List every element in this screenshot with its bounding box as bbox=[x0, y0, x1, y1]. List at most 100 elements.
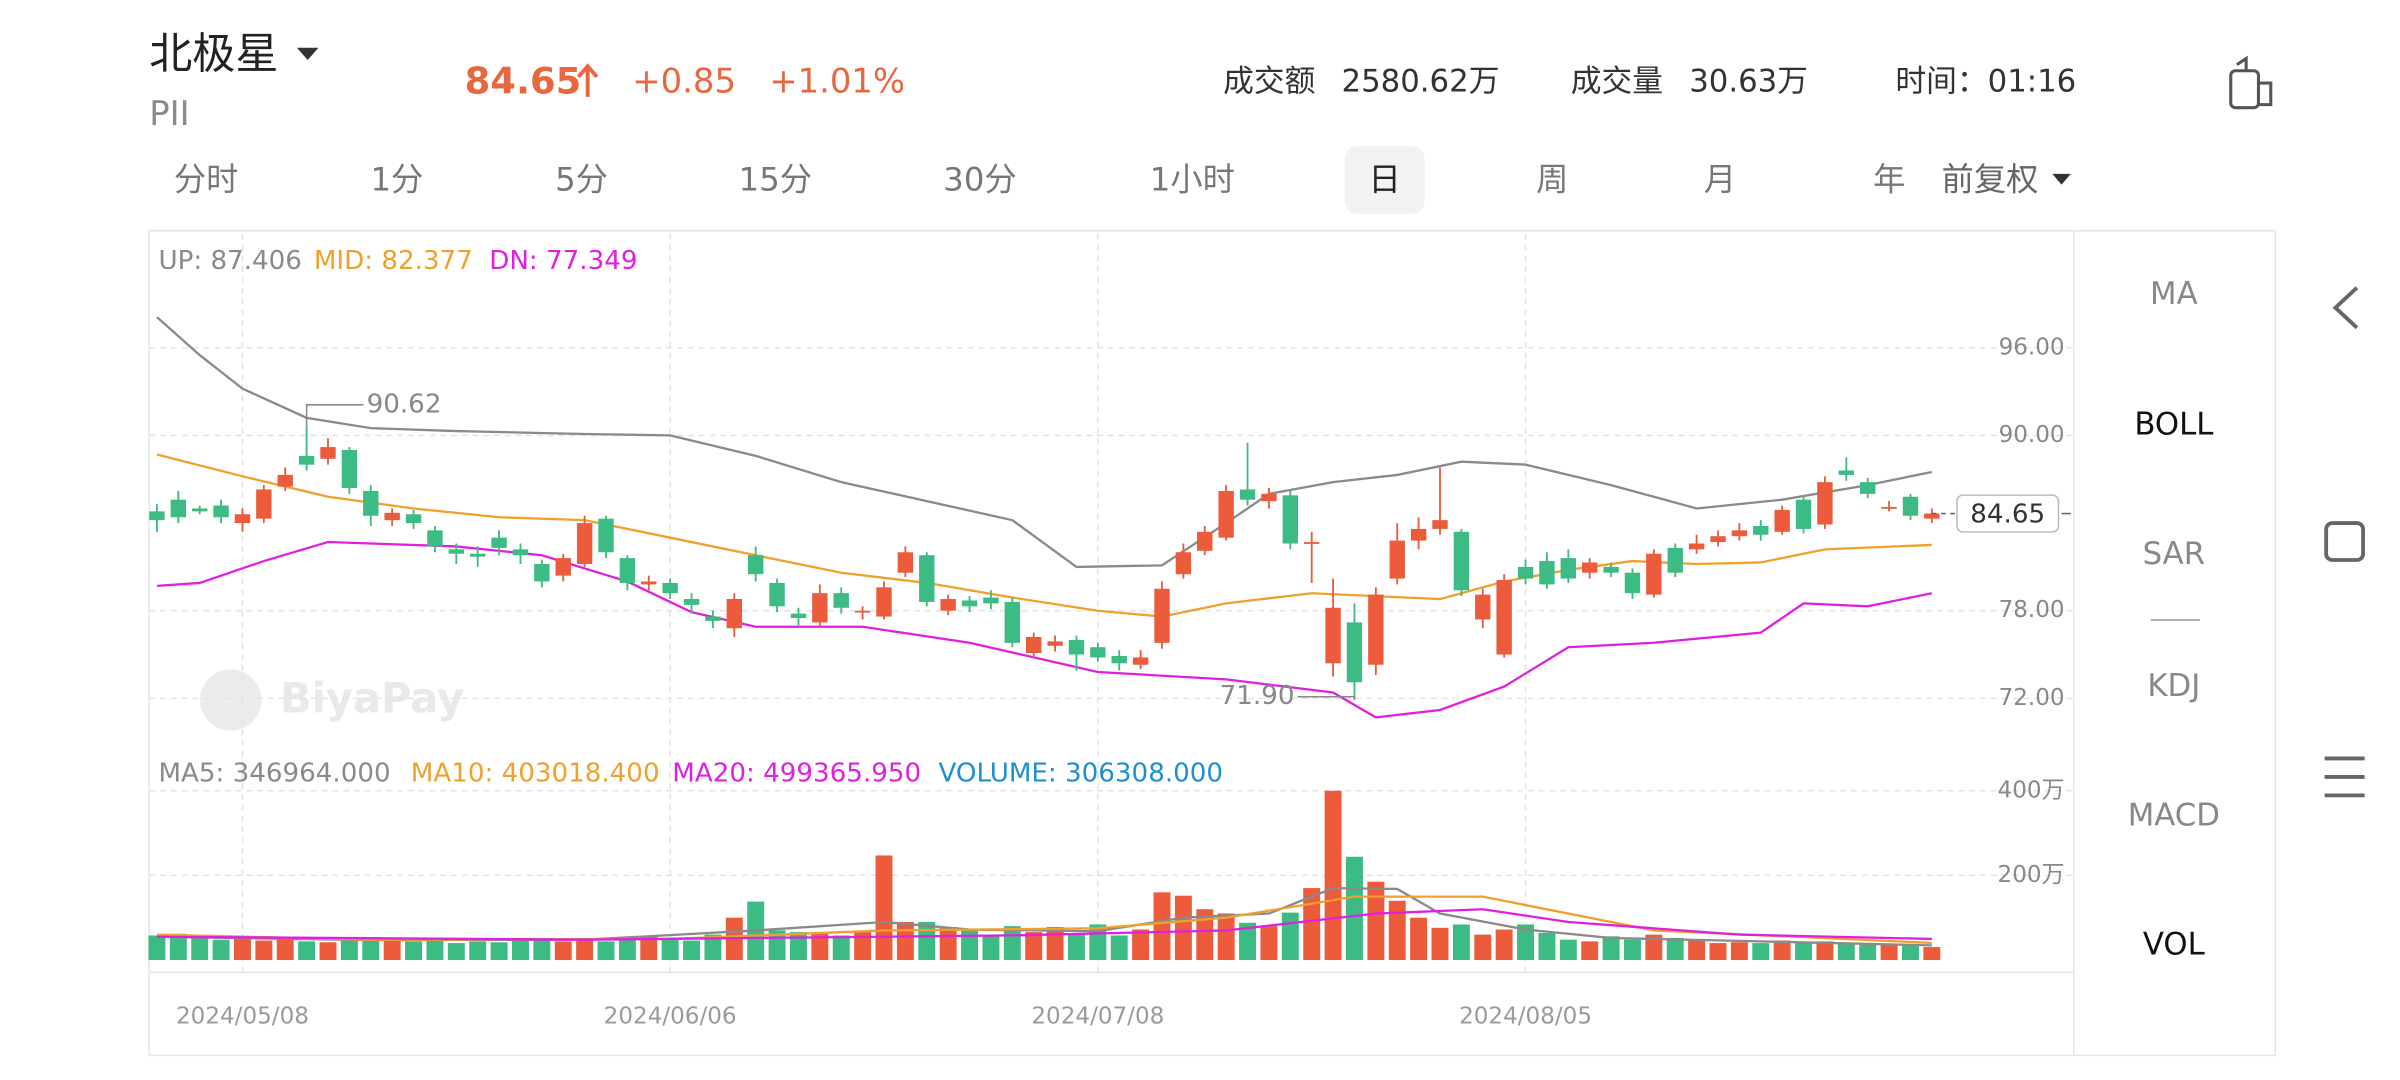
volume-bar bbox=[554, 941, 572, 960]
candle-body bbox=[1753, 525, 1769, 535]
tab[interactable]: 1分 bbox=[370, 161, 423, 199]
volume-bar bbox=[1025, 932, 1043, 960]
volume-bar bbox=[319, 942, 337, 960]
tab[interactable]: 年 bbox=[1873, 161, 1905, 199]
adjust-selector[interactable]: 前复权 bbox=[1942, 161, 2039, 199]
candle-body bbox=[1432, 520, 1448, 529]
candle-body bbox=[919, 555, 935, 602]
candle-body bbox=[619, 558, 636, 583]
back-button[interactable] bbox=[2332, 286, 2359, 330]
volume-bar bbox=[1068, 933, 1085, 960]
volume-bar bbox=[1132, 929, 1150, 960]
watermark: BiyaPay bbox=[280, 674, 464, 723]
candle-body bbox=[149, 511, 165, 521]
volume-bar bbox=[1303, 888, 1321, 960]
volume-bar bbox=[1281, 912, 1299, 960]
tab[interactable]: 月 bbox=[1704, 161, 1736, 199]
last-price-label: 84.65 bbox=[1970, 500, 2045, 530]
candle-body bbox=[1710, 536, 1726, 543]
volume-bar bbox=[148, 935, 166, 960]
volume-bar bbox=[939, 927, 957, 960]
candle-body bbox=[876, 587, 892, 617]
x-tick-label: 2024/08/05 bbox=[1459, 1003, 1592, 1029]
volume-bar bbox=[1110, 935, 1128, 960]
volume-bar bbox=[1452, 924, 1470, 960]
tab[interactable]: 15分 bbox=[739, 161, 812, 199]
volume-bar bbox=[383, 940, 401, 960]
stock-name[interactable]: 北极星 bbox=[149, 29, 278, 79]
volume-bar bbox=[340, 939, 358, 960]
candle-body bbox=[1304, 542, 1320, 544]
indicator-menu-item[interactable]: MACD bbox=[2128, 797, 2220, 833]
candle-body bbox=[897, 552, 914, 573]
menu-button[interactable] bbox=[2324, 756, 2365, 798]
candle-body bbox=[384, 512, 400, 521]
ma-line bbox=[156, 908, 1932, 941]
volume-bar bbox=[597, 941, 615, 960]
candle-body bbox=[1582, 562, 1598, 573]
x-tick-label: 2024/07/08 bbox=[1031, 1003, 1164, 1029]
volume-bar bbox=[1388, 900, 1406, 960]
volume-bar bbox=[362, 938, 380, 960]
volume: 30.63万 bbox=[1689, 64, 1808, 100]
volume-bar bbox=[1773, 940, 1791, 960]
tab[interactable]: 周 bbox=[1536, 161, 1568, 199]
candle-body bbox=[1924, 513, 1940, 519]
candle-body bbox=[234, 514, 251, 524]
indicator-legend: DN: 77.349 bbox=[489, 246, 637, 276]
price: 84.65 bbox=[465, 60, 582, 103]
volume-bar bbox=[1581, 941, 1599, 960]
tab[interactable]: 日 bbox=[1368, 161, 1400, 199]
candle-body bbox=[1860, 482, 1876, 494]
chart-frame bbox=[148, 230, 2277, 1057]
volume-bar bbox=[1923, 947, 1941, 960]
indicator-menu-item[interactable]: KDJ bbox=[2147, 668, 2200, 704]
volume-bar bbox=[298, 941, 316, 960]
candle-body bbox=[769, 582, 785, 607]
volume-label: 成交量 bbox=[1571, 64, 1663, 100]
tab[interactable]: 分时 bbox=[174, 161, 239, 199]
dropdown-icon[interactable] bbox=[2052, 173, 2071, 185]
tab[interactable]: 1小时 bbox=[1150, 161, 1235, 199]
candle-body bbox=[940, 599, 956, 611]
candle-body bbox=[726, 599, 742, 629]
candle-body bbox=[427, 530, 443, 547]
volume-bar bbox=[982, 936, 1000, 960]
change: +0.85 bbox=[632, 62, 736, 101]
volume-bar bbox=[234, 938, 251, 960]
volume-bar bbox=[1196, 909, 1214, 960]
candle-body bbox=[213, 505, 229, 518]
candle-body bbox=[790, 613, 807, 619]
candle-body bbox=[662, 582, 678, 594]
volume-bar bbox=[854, 932, 872, 960]
volume-bar bbox=[1709, 943, 1727, 960]
volume-bar bbox=[1217, 913, 1235, 960]
dropdown-icon[interactable] bbox=[296, 47, 319, 60]
tab[interactable]: 5分 bbox=[555, 161, 608, 199]
volume-bar bbox=[255, 940, 273, 960]
home-button[interactable] bbox=[2324, 521, 2365, 562]
volume-bar bbox=[1666, 938, 1684, 960]
volume-bar bbox=[1431, 927, 1449, 960]
volume-bar bbox=[1410, 917, 1428, 960]
indicator-menu-item[interactable]: MA bbox=[2150, 276, 2198, 312]
volume-bar bbox=[704, 934, 722, 960]
last-price-box bbox=[1956, 494, 2060, 533]
candle-body bbox=[1731, 530, 1748, 537]
indicator-menu-item[interactable]: BOLL bbox=[2134, 407, 2213, 443]
up-arrow bbox=[577, 63, 599, 97]
indicator-menu-item[interactable]: SAR bbox=[2143, 536, 2206, 572]
candle-body bbox=[1539, 561, 1555, 585]
volume-bar bbox=[683, 940, 700, 960]
indicator-menu-item[interactable]: VOL bbox=[2143, 927, 2205, 963]
copy-icon[interactable] bbox=[2229, 55, 2273, 110]
tab[interactable]: 30分 bbox=[943, 161, 1016, 199]
candle-body bbox=[854, 610, 871, 613]
volume-bar bbox=[640, 936, 658, 960]
candle-body bbox=[1047, 641, 1063, 646]
candle-body bbox=[1517, 566, 1534, 579]
candle-body bbox=[341, 450, 358, 489]
volume-bar bbox=[1538, 932, 1556, 960]
candle-body bbox=[1496, 580, 1512, 655]
volume-bar bbox=[1239, 922, 1256, 960]
